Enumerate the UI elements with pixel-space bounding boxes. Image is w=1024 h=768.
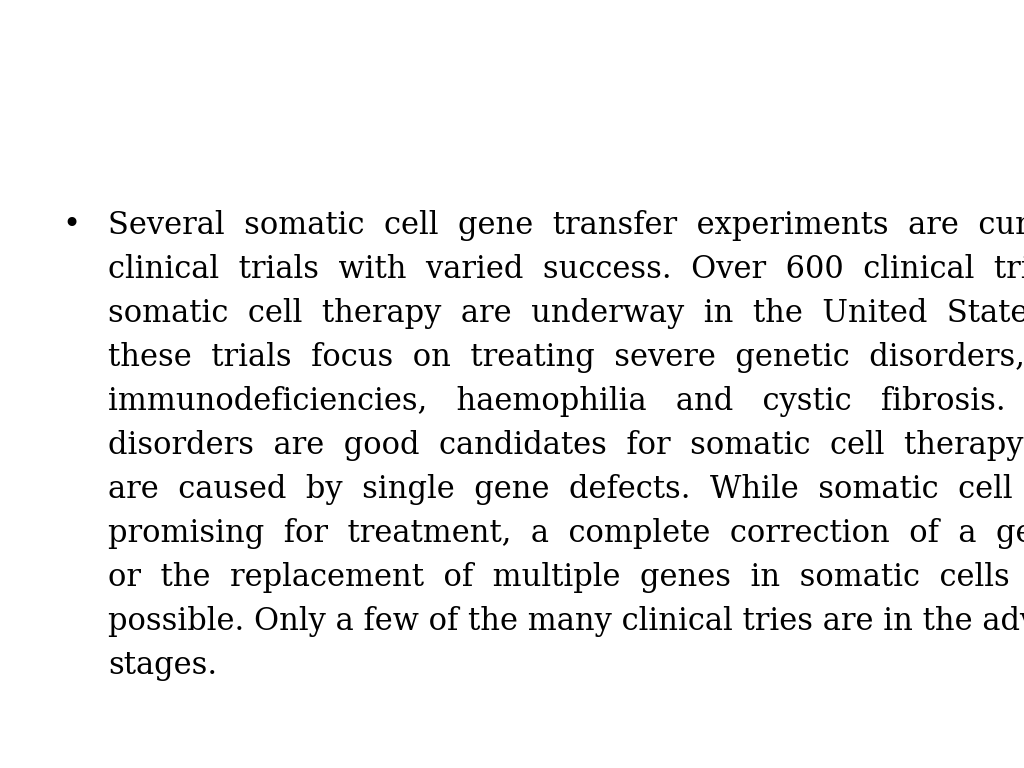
Text: possible. Only a few of the many clinical tries are in the advanced: possible. Only a few of the many clinica… xyxy=(108,606,1024,637)
Text: these  trials  focus  on  treating  severe  genetic  disorders,  including: these trials focus on treating severe ge… xyxy=(108,342,1024,373)
Text: Several  somatic  cell  gene  transfer  experiments  are  currently  in: Several somatic cell gene transfer exper… xyxy=(108,210,1024,241)
Text: disorders  are  good  candidates  for  somatic  cell  therapy  because  they: disorders are good candidates for somati… xyxy=(108,430,1024,461)
Text: somatic  cell  therapy  are  underway  in  the  United  States.  Most  of: somatic cell therapy are underway in the… xyxy=(108,298,1024,329)
Text: promising  for  treatment,  a  complete  correction  of  a  genetic  disorder: promising for treatment, a complete corr… xyxy=(108,518,1024,549)
Text: clinical  trials  with  varied  success.  Over  600  clinical  trials  utilizing: clinical trials with varied success. Ove… xyxy=(108,254,1024,285)
Text: or  the  replacement  of  multiple  genes  in  somatic  cells  is  not  yet: or the replacement of multiple genes in … xyxy=(108,562,1024,593)
Text: stages.: stages. xyxy=(108,650,217,681)
Text: are  caused  by  single  gene  defects.  While  somatic  cell  therapy  is: are caused by single gene defects. While… xyxy=(108,474,1024,505)
Text: •: • xyxy=(62,210,80,241)
Text: immunodeficiencies,   haemophilia   and   cystic   fibrosis.   These: immunodeficiencies, haemophilia and cyst… xyxy=(108,386,1024,417)
